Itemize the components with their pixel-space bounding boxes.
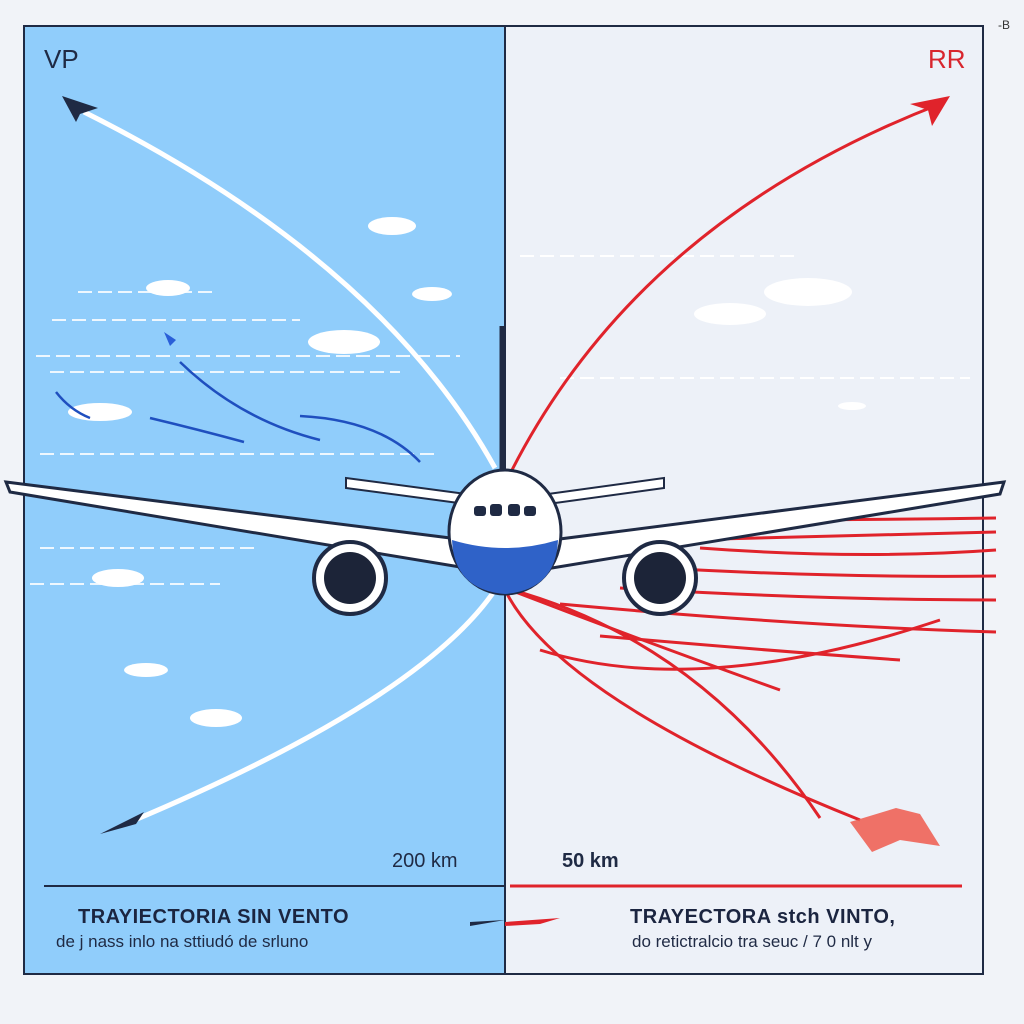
diagram-frame	[23, 25, 984, 975]
right-panel-label: RR	[928, 44, 966, 74]
airplane-icon	[3, 326, 1007, 616]
arrowhead-icon	[62, 96, 98, 122]
cloud-icon	[412, 287, 452, 301]
left-panel-title: TRAYIECTORIA SIN VENTO	[78, 906, 350, 928]
right-panel-title: TRAYECTORA stch VINTO,	[630, 906, 896, 928]
corner-mark: -B	[998, 18, 1010, 32]
cloud-icon	[838, 402, 866, 410]
cockpit-windows	[474, 504, 536, 516]
right-speed-lines	[520, 255, 970, 379]
right-engine	[622, 540, 698, 616]
arrowhead-icon	[910, 96, 950, 126]
left-distance-label: 200 km	[392, 850, 458, 872]
left-sky-decoration	[68, 217, 452, 727]
left-wind-streaks	[55, 361, 421, 463]
left-trajectory	[82, 109, 498, 825]
cloud-icon	[190, 709, 242, 727]
cloud-icon	[124, 663, 168, 677]
cloud-icon	[368, 217, 416, 235]
left-engine	[312, 540, 388, 616]
cloud-icon	[92, 569, 144, 587]
left-panel-subtitle: de j nass inlo na sttiudó de srluno	[56, 932, 309, 951]
right-trajectory	[503, 102, 997, 822]
burst-icon	[850, 808, 940, 852]
right-sky-decoration	[694, 278, 866, 410]
cloud-icon	[308, 330, 380, 354]
center-pointer-icon	[470, 920, 505, 926]
left-panel-label: VP	[44, 44, 79, 74]
left-speed-lines	[30, 291, 460, 585]
cloud-icon	[146, 280, 190, 296]
center-pointer-red-icon	[505, 918, 560, 926]
cloud-icon	[694, 303, 766, 325]
right-distance-label: 50 km	[562, 850, 619, 872]
right-panel-subtitle: do retictralcio tra seuc / 7 0 nlt y	[632, 932, 872, 951]
arrowhead-icon	[100, 812, 144, 834]
bird-icon	[164, 332, 176, 346]
cloud-icon	[764, 278, 852, 306]
fuselage-belly	[452, 540, 558, 594]
